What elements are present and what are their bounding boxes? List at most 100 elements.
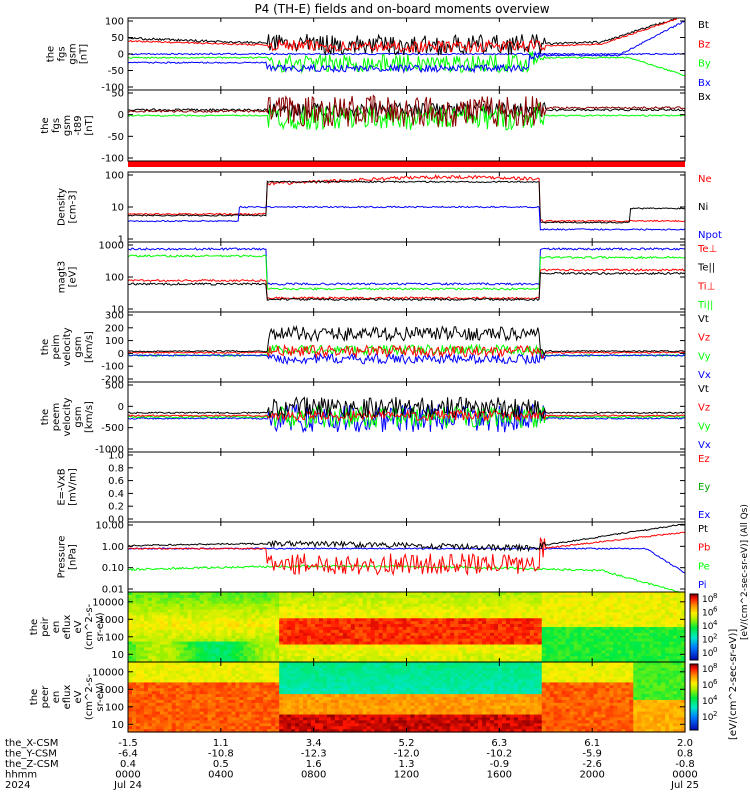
peir-spectrogram-cell [557,603,563,608]
peir-spectrogram-cell [362,632,368,637]
peer-spectrogram-cell [155,682,161,686]
peer-spectrogram-cell [139,676,145,681]
peer-spectrogram-cell [307,679,312,684]
peir-spectrogram-cell [673,592,678,596]
peer-spectrogram-cell [199,667,205,672]
peir-spectrogram-cell [549,638,555,643]
peir-spectrogram-cell [307,618,312,622]
peir-spectrogram-cell [414,647,420,651]
peir-spectrogram-cell [613,618,618,622]
peer-spectrogram-cell [243,676,248,681]
peir-spectrogram-cell [139,638,145,643]
peir-spectrogram-cell [581,650,587,654]
peir-spectrogram-cell [135,606,141,611]
peir-spectrogram-cell [601,621,607,625]
peir-spectrogram-cell [617,603,622,608]
peir-spectrogram-cell [681,656,686,660]
peir-spectrogram-cell [167,621,173,625]
peir-spectrogram-cell [175,638,181,643]
peer-spectrogram-cell [362,699,368,704]
peer-spectrogram-cell [151,679,157,684]
peir-spectrogram-cell [191,641,197,646]
peir-spectrogram-cell [426,615,431,619]
peer-spectrogram-cell [131,726,137,730]
peer-spectrogram-cell [394,679,400,684]
peir-spectrogram-cell [362,638,368,643]
peir-spectrogram-cell [466,612,471,616]
peer-spectrogram-cell [131,670,137,675]
peir-spectrogram-cell [521,603,527,608]
peer-spectrogram-cell [227,717,233,721]
peir-spectrogram-cell [374,621,380,625]
peer-spectrogram-cell [354,676,360,681]
peir-spectrogram-cell [597,635,603,640]
peir-spectrogram-cell [287,612,292,616]
peir-spectrogram-cell [223,638,229,643]
peer-spectrogram-cell [330,717,336,721]
peir-spectrogram-cell [378,609,384,614]
peir-spectrogram-cell [665,597,670,602]
peir-spectrogram-cell [279,656,284,660]
peer-spectrogram-cell [346,711,352,716]
peir-spectrogram-cell [533,606,539,611]
peir-spectrogram-cell [334,615,340,619]
peir-spectrogram-cell [171,597,177,602]
peir-spectrogram-cell [629,592,634,596]
peer-spectrogram-cell [155,679,161,684]
peir-spectrogram-cell [322,594,328,599]
peir-spectrogram-cell [167,612,173,616]
peir-spectrogram-cell [625,644,630,649]
peer-spectrogram-cell [143,714,149,719]
peer-spectrogram-cell [382,708,388,713]
peir-spectrogram-cell [151,606,157,611]
peir-spectrogram-cell [621,612,626,616]
peir-spectrogram-cell [545,621,551,625]
peir-spectrogram-cell [299,635,304,640]
peer-spectrogram-cell [151,726,157,730]
peir-spectrogram-cell [665,650,670,654]
peir-spectrogram-cell [494,612,499,616]
peir-spectrogram-cell [645,621,650,625]
peer-spectrogram-cell [374,723,380,727]
peir-spectrogram-cell [681,635,686,640]
peer-spectrogram-cell [326,688,332,692]
peir-spectrogram-cell [597,624,603,628]
peir-spectrogram-cell [346,615,352,619]
peer-spectrogram-cell [322,720,328,724]
peir-spectrogram-cell [227,621,233,625]
peer-spectrogram-cell [342,702,348,707]
peir-spectrogram-cell [275,653,280,657]
peer-spectrogram-cell [307,717,312,721]
peir-spectrogram-cell [191,624,197,628]
peer-spectrogram-cell [394,673,400,678]
peer-spectrogram-cell [318,699,324,704]
peer-spectrogram-cell [135,729,141,733]
peir-spectrogram-cell [183,629,189,634]
peir-spectrogram-cell [677,606,682,611]
peer-spectrogram-cell [235,726,240,730]
peer-spectrogram-cell [179,694,185,698]
peir-spectrogram-cell [247,653,252,657]
peir-spectrogram-cell [569,632,575,637]
peer-spectrogram-cell [139,729,145,733]
peir-spectrogram-cell [267,659,272,663]
peer-spectrogram-cell [263,697,268,701]
peir-spectrogram-cell [505,597,511,602]
peir-spectrogram-cell [649,629,654,634]
peir-spectrogram-cell [358,638,364,643]
peer-spectrogram-cell [330,708,336,713]
peir-spectrogram-cell [275,618,280,622]
peir-spectrogram-cell [199,609,205,614]
peir-spectrogram-cell [625,638,630,643]
peir-spectrogram-cell [501,621,507,625]
peir-spectrogram-cell [215,635,221,640]
peir-spectrogram-cell [215,632,221,637]
peer-spectrogram-cell [338,697,344,701]
peir-spectrogram-cell [549,621,555,625]
peir-spectrogram-cell [613,659,618,663]
peer-spectrogram-cell [374,664,380,669]
peer-spectrogram-cell [350,717,356,721]
peer-spectrogram-cell [283,694,288,698]
peer-spectrogram-cell [279,697,284,701]
peir-spectrogram-cell [637,632,642,637]
